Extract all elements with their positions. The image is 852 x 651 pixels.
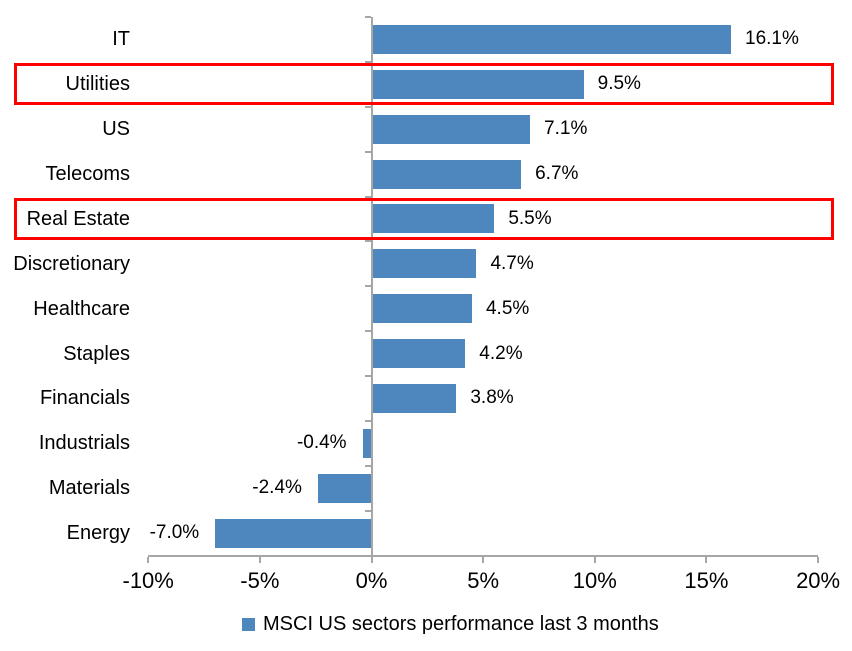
- x-axis-tick-label: 5%: [467, 568, 500, 593]
- bar-healthcare: [371, 294, 472, 324]
- category-label: Healthcare: [33, 297, 130, 320]
- y-axis-tick: [364, 509, 371, 512]
- bar-financials: [371, 383, 457, 413]
- y-axis-tick: [364, 419, 371, 422]
- bar-discretionary: [371, 249, 477, 279]
- category-label: Discretionary: [13, 252, 130, 275]
- category-label: US: [102, 118, 130, 141]
- category-label: Industrials: [38, 432, 130, 455]
- highlight-box-real-estate: [14, 197, 834, 240]
- bar-staples: [371, 339, 466, 369]
- chart-legend: MSCI US sectors performance last 3 month…: [242, 612, 659, 636]
- value-label: 3.8%: [470, 387, 514, 409]
- x-axis-tick-label: -5%: [240, 568, 280, 593]
- y-axis-tick: [364, 150, 371, 153]
- y-axis-tick: [364, 240, 371, 243]
- value-label: 4.2%: [479, 342, 523, 364]
- bar-materials: [317, 473, 372, 503]
- highlight-box-utilities: [14, 63, 834, 106]
- x-axis-tick: [258, 556, 261, 563]
- x-axis-tick-label: 20%: [796, 568, 841, 593]
- y-axis-line: [370, 17, 373, 557]
- bar-industrials: [362, 428, 372, 458]
- category-label: IT: [112, 28, 130, 51]
- y-axis-tick: [364, 105, 371, 108]
- legend-swatch-icon: [242, 617, 255, 631]
- x-axis-tick-label: 10%: [572, 568, 617, 593]
- category-label: Real Estate: [26, 207, 130, 230]
- x-axis-tick: [482, 556, 485, 563]
- value-label: 4.7%: [490, 252, 534, 274]
- x-axis-tick-label: 0%: [355, 568, 388, 593]
- bar-real-estate: [371, 204, 495, 234]
- value-label: 6.7%: [535, 163, 579, 185]
- bar-telecoms: [371, 159, 522, 189]
- y-axis-tick: [364, 60, 371, 63]
- bar-it: [371, 24, 731, 54]
- y-axis-tick: [364, 16, 371, 18]
- value-label: 9.5%: [597, 73, 641, 95]
- bar-utilities: [371, 69, 584, 99]
- x-axis-tick: [370, 556, 373, 563]
- category-label: Staples: [63, 342, 130, 365]
- x-axis-tick: [147, 556, 150, 563]
- value-label: 7.1%: [544, 118, 588, 140]
- value-label: -7.0%: [149, 522, 200, 544]
- y-axis-tick: [364, 375, 371, 377]
- x-axis-line: [148, 554, 819, 557]
- category-label: Utilities: [65, 73, 130, 96]
- y-axis-tick: [364, 285, 371, 288]
- x-axis-tick: [593, 556, 596, 563]
- x-axis-tick: [705, 556, 708, 563]
- y-axis-tick: [364, 330, 371, 333]
- value-label: 4.5%: [485, 297, 530, 319]
- value-label: -2.4%: [252, 477, 302, 499]
- value-label: -0.4%: [296, 432, 347, 454]
- x-axis-tick: [817, 556, 820, 563]
- category-label: Financials: [39, 387, 130, 410]
- category-label: Energy: [66, 522, 130, 545]
- value-label: 16.1%: [745, 28, 799, 50]
- x-axis-tick-label: -10%: [122, 568, 174, 593]
- value-label: 5.5%: [508, 207, 552, 229]
- bar-energy: [215, 518, 372, 548]
- y-axis-tick: [364, 195, 371, 198]
- category-label: Telecoms: [45, 163, 130, 186]
- legend-label: MSCI US sectors performance last 3 month…: [263, 613, 659, 635]
- y-axis-tick: [364, 464, 371, 467]
- bar-us: [371, 114, 531, 144]
- category-label: Materials: [48, 477, 130, 500]
- x-axis-tick-label: 15%: [684, 568, 729, 593]
